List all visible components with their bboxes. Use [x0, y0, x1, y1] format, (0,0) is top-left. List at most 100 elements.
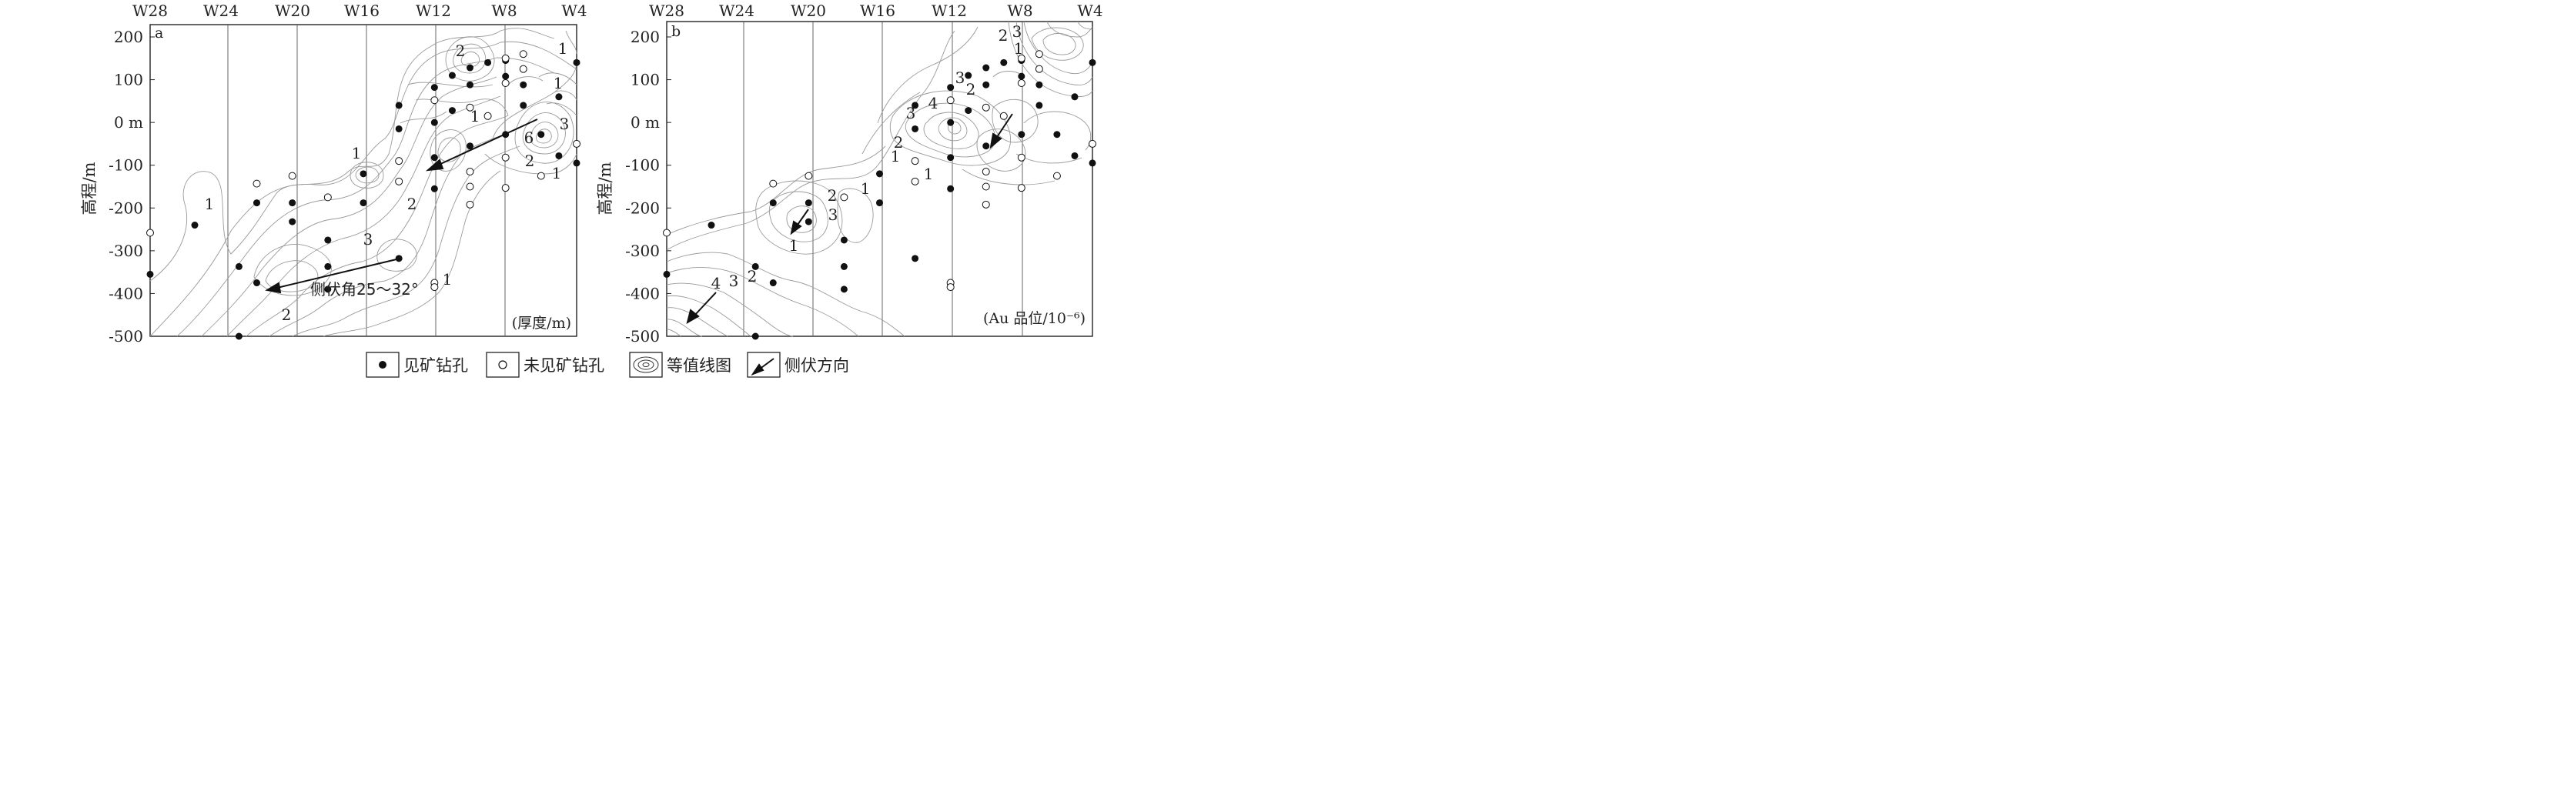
- filled-drill-hole: [751, 262, 759, 270]
- filled-drill-hole: [840, 262, 848, 270]
- open-drill-hole: [982, 168, 990, 176]
- open-drill-hole: [466, 200, 474, 209]
- x-tick-label: W12: [932, 2, 967, 20]
- contour-label: 1: [924, 165, 934, 183]
- panel-b-unit-label: (Au 品位/10⁻⁶): [983, 310, 1086, 327]
- contour-label: 3: [828, 205, 838, 224]
- panel-b-y-ticks: 200 100 0 m -100 -200 -300 -400 -500: [625, 28, 671, 346]
- panel-a-y-ticks: 200 100 0 m -100 -200 -300 -400 -500: [109, 28, 155, 346]
- filled-drill-hole: [1089, 58, 1096, 66]
- x-tick-label: W8: [1007, 2, 1032, 20]
- y-tick-label: 100: [114, 71, 143, 89]
- panel-a-frame: [149, 24, 577, 337]
- y-tick-label: -300: [625, 242, 660, 260]
- x-tick-label: W28: [649, 2, 684, 20]
- filled-drill-hole: [751, 332, 759, 340]
- open-drill-hole: [982, 182, 990, 191]
- y-tick-label: 200: [114, 28, 143, 46]
- filled-drill-hole: [520, 81, 527, 88]
- filled-drill-hole: [876, 170, 883, 178]
- filled-drill-hole: [235, 332, 243, 340]
- filled-drill-hole: [573, 159, 580, 167]
- y-tick-label: -400: [109, 284, 143, 302]
- x-tick-label: W16: [344, 2, 380, 20]
- filled-drill-hole: [289, 218, 296, 225]
- contour-label: 1: [789, 236, 799, 255]
- filled-drill-hole: [840, 236, 848, 244]
- filled-drill-hole: [430, 154, 438, 162]
- open-drill-hole: [805, 172, 813, 180]
- filled-drill-hole: [1018, 72, 1025, 80]
- filled-drill-hole: [360, 199, 367, 207]
- x-tick-label: W20: [791, 2, 826, 20]
- filled-drill-hole: [430, 84, 438, 92]
- x-tick-label: W4: [1077, 2, 1102, 20]
- filled-drill-hole: [430, 119, 438, 126]
- filled-drill-hole: [769, 199, 777, 207]
- open-drill-hole: [430, 283, 439, 292]
- filled-drill-hole: [191, 222, 199, 229]
- y-tick-label: 100: [631, 71, 660, 89]
- filled-drill-hole: [1053, 131, 1061, 139]
- open-drill-hole: [323, 193, 332, 202]
- y-tick-label: -200: [109, 199, 143, 217]
- panel-b-y-label: 高程/m: [596, 162, 614, 215]
- filled-drill-hole: [1071, 93, 1079, 101]
- figure: W28 W24 W20 W16 W12 W8 W4 200 100 0 m -100 -200 -30…: [80, 2, 1103, 378]
- filled-drill-hole: [663, 270, 671, 278]
- contour-label: 1: [470, 107, 480, 125]
- filled-drill-hole: [1018, 131, 1025, 139]
- filled-drill-hole: [912, 102, 919, 109]
- y-tick-label: -100: [625, 156, 660, 175]
- open-drill-hole: [663, 229, 671, 237]
- filled-drill-hole: [982, 142, 990, 150]
- x-tick-label: W8: [491, 2, 517, 20]
- filled-drill-hole: [573, 58, 580, 66]
- panel-a-y-label: 高程/m: [80, 162, 99, 215]
- open-drill-hole: [1035, 50, 1043, 58]
- open-drill-hole: [982, 103, 990, 112]
- contour-label: 6: [524, 129, 534, 147]
- contour-label: 1: [205, 195, 215, 213]
- filled-drill-hole: [876, 199, 883, 207]
- filled-drill-hole: [1000, 58, 1008, 66]
- open-drill-hole: [911, 177, 919, 185]
- open-drill-hole: [483, 112, 492, 120]
- filled-drill-hole: [769, 279, 777, 287]
- filled-drill-hole: [1035, 102, 1043, 109]
- filled-drill-hole: [947, 84, 955, 92]
- open-drill-hole: [1017, 54, 1025, 62]
- contour-label: 2: [894, 133, 904, 152]
- open-drill-hole: [1017, 153, 1025, 162]
- filled-drill-hole: [253, 199, 260, 207]
- filled-drill-hole: [289, 199, 296, 207]
- panel-a-contour-labels: 1 2 1 1 1 3 6 2 1 1 2 3 1 2: [205, 39, 570, 324]
- filled-drill-hole: [430, 185, 438, 192]
- panel-b-frame: [666, 21, 1093, 337]
- y-tick-label: 0 m: [631, 113, 660, 132]
- filled-drill-hole: [448, 107, 456, 115]
- open-drill-hole: [1052, 172, 1061, 180]
- open-drill-hole: [769, 179, 778, 188]
- legend-contour-box: [629, 352, 663, 378]
- contour-label: 3: [560, 115, 570, 133]
- filled-drill-hole: [555, 93, 563, 101]
- panel-a-x-ticks: W28 W24 W20 W16 W12 W8 W4: [132, 2, 587, 20]
- contour-label: 1: [352, 144, 362, 162]
- open-drill-hole: [1017, 184, 1025, 192]
- contour-icon: [633, 356, 659, 373]
- filled-drill-hole: [1035, 81, 1043, 88]
- contour-label: 1: [554, 74, 564, 92]
- filled-hole-icon: [379, 361, 386, 369]
- contour-label: 2: [828, 186, 838, 205]
- filled-drill-hole: [324, 262, 332, 270]
- open-drill-hole: [466, 182, 474, 191]
- filled-drill-hole: [467, 64, 473, 72]
- filled-drill-hole: [912, 125, 919, 132]
- open-drill-hole: [946, 96, 955, 105]
- open-hole-icon: [498, 360, 507, 369]
- y-tick-label: 0 m: [114, 113, 143, 132]
- open-drill-hole: [430, 96, 439, 105]
- contour-label: 2: [966, 80, 976, 98]
- filled-drill-hole: [805, 218, 812, 225]
